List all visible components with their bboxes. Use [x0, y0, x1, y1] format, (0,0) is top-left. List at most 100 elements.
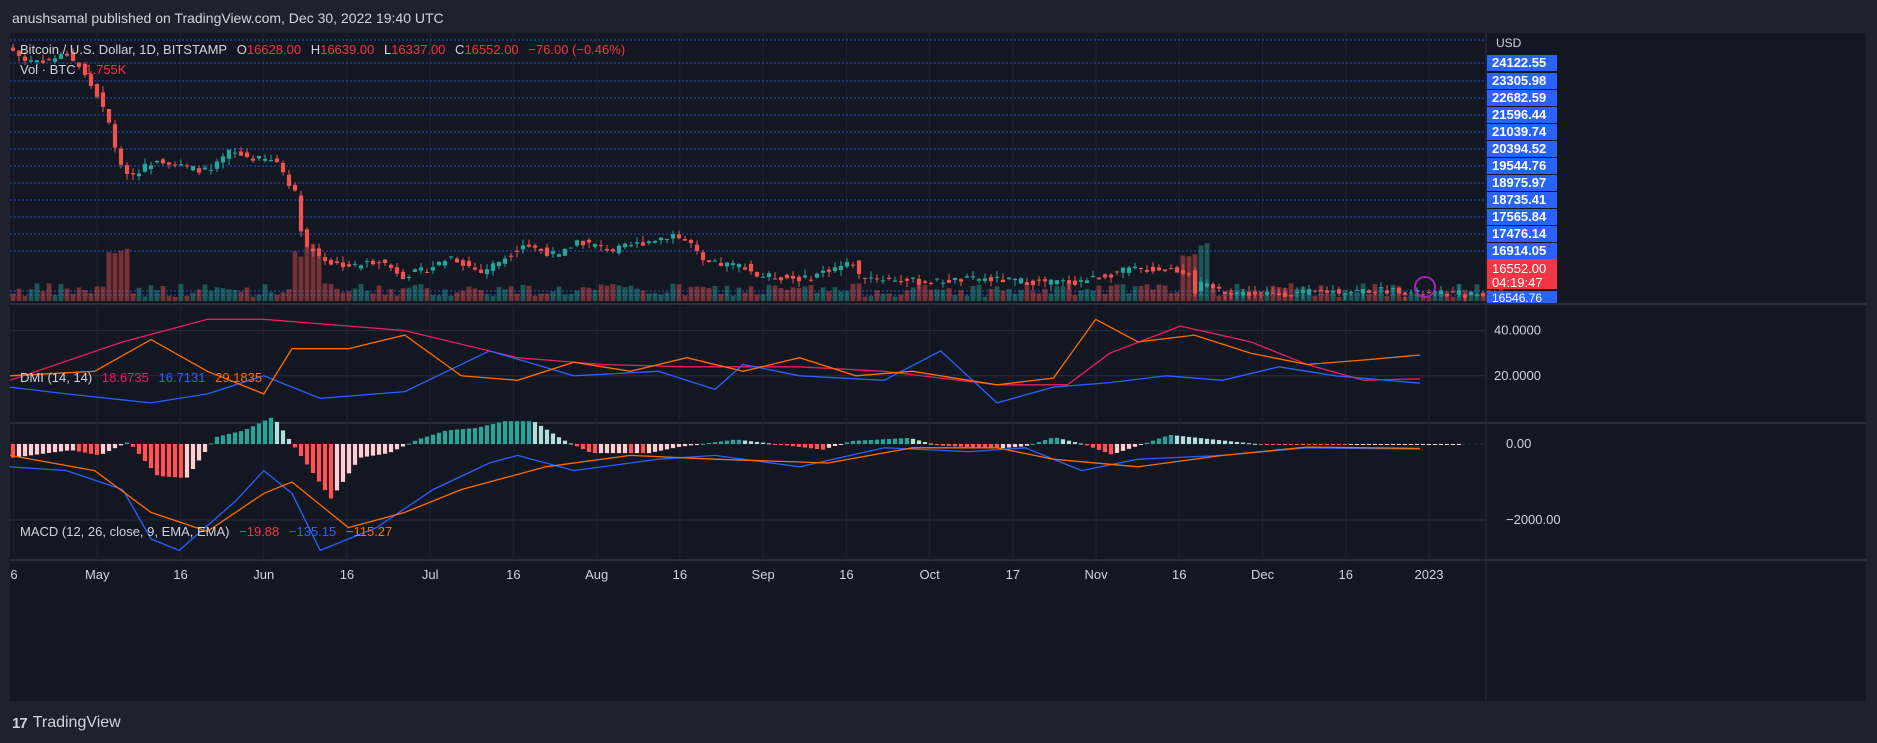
- macd-hist-bar: [1216, 440, 1222, 444]
- volume-bar: [112, 253, 118, 301]
- macd-hist-bar: [220, 435, 226, 444]
- macd-hist-bar: [814, 444, 820, 450]
- macd-hist-bar: [340, 444, 346, 482]
- candle-body: [736, 264, 742, 268]
- candle-body: [694, 244, 700, 251]
- volume-bar: [196, 289, 202, 301]
- macd-hist-bar: [484, 425, 490, 444]
- volume-bar: [958, 290, 964, 301]
- candle-body: [76, 62, 82, 67]
- macd-hist-bar: [1456, 444, 1462, 445]
- macd-hist-bar: [382, 444, 388, 454]
- candle-body: [46, 59, 52, 61]
- time-label: Oct: [919, 567, 940, 582]
- volume-bar: [1048, 293, 1054, 301]
- price-label-bg: [1487, 158, 1557, 174]
- volume-bar: [1378, 287, 1384, 301]
- volume-bar: [556, 286, 562, 301]
- macd-hist-bar: [952, 444, 958, 447]
- macd-hist-bar: [850, 440, 856, 444]
- candle-body: [58, 54, 64, 59]
- candle-body: [1240, 291, 1246, 296]
- macd-hist-bar: [1378, 444, 1384, 445]
- candle-body: [1252, 292, 1258, 295]
- candle-body: [436, 261, 442, 265]
- macd-hist-bar: [1036, 441, 1042, 444]
- macd-hist-bar: [28, 444, 34, 456]
- volume-bar: [892, 296, 898, 301]
- macd-hist-bar: [1204, 438, 1210, 444]
- low-value: 16337.00: [391, 42, 446, 57]
- volume-bar: [142, 296, 148, 301]
- footer-brand[interactable]: 17 TradingView: [12, 714, 121, 732]
- candle-body: [304, 229, 310, 247]
- time-label: Jul: [422, 567, 439, 582]
- candle-body: [1150, 266, 1156, 272]
- volume-bar: [802, 286, 808, 301]
- volume-bar: [16, 288, 22, 301]
- macd-hist-bar: [1156, 438, 1162, 444]
- volume-bar: [292, 251, 298, 301]
- volume-bar: [946, 288, 952, 301]
- volume-bar: [838, 291, 844, 301]
- macd-hist-bar: [124, 442, 130, 444]
- candle-body: [790, 275, 796, 279]
- volume-bar: [538, 293, 544, 301]
- candle-body: [1012, 279, 1018, 281]
- change-value: −76.00 (−0.46%): [528, 42, 626, 57]
- symbol-label[interactable]: Bitcoin / U.S. Dollar, 1D, BITSTAMP: [20, 42, 228, 57]
- candle-body: [166, 162, 172, 165]
- macd-hist-value: −19.88: [239, 524, 280, 539]
- candle-body: [940, 282, 946, 284]
- price-label-bg: [1487, 226, 1557, 242]
- volume-bar: [634, 288, 640, 301]
- macd-hist-bar: [610, 444, 616, 454]
- macd-legend: MACD (12, 26, close, 9, EMA, EMA) −19.88…: [20, 524, 398, 539]
- volume-bar: [76, 287, 82, 301]
- volume-bar: [496, 286, 502, 301]
- macd-hist-bar: [274, 421, 280, 444]
- low-label-bg: [1487, 291, 1557, 303]
- volume-bar: [418, 284, 424, 301]
- candle-body: [718, 262, 724, 266]
- macd-hist-bar: [1108, 444, 1114, 455]
- volume-bar: [1054, 286, 1060, 301]
- volume-bar: [520, 284, 526, 301]
- time-label: Sep: [752, 567, 775, 582]
- candle-body: [1036, 279, 1042, 281]
- macd-axis-label: 0.00: [1506, 436, 1531, 451]
- volume-bar: [1144, 284, 1150, 301]
- candle-body: [760, 276, 766, 278]
- volume-bar: [442, 289, 448, 301]
- candle-body: [490, 263, 496, 271]
- volume-bar: [22, 295, 28, 301]
- time-label: 16: [173, 567, 187, 582]
- candle-body: [1330, 290, 1336, 293]
- candle-body: [154, 160, 160, 163]
- volume-bar: [730, 295, 736, 301]
- macd-hist-bar: [178, 444, 184, 478]
- volume-bar: [562, 294, 568, 301]
- candle-body: [994, 276, 1000, 278]
- candle-body: [640, 242, 646, 246]
- macd-hist-bar: [94, 444, 100, 455]
- volume-bar: [706, 288, 712, 301]
- volume-bar: [310, 243, 316, 301]
- macd-hist-bar: [1324, 444, 1330, 445]
- macd-hist-bar: [208, 443, 214, 445]
- volume-bar: [1426, 296, 1432, 301]
- candle-body: [1324, 290, 1330, 293]
- volume-bar: [1042, 288, 1048, 301]
- chart-canvas[interactable]: 6 May 16 Jun 16 Jul 16 Aug 16 Sep 16 Oct 17 Nov 16 Dec 1…: [10, 33, 1866, 701]
- open-value: 16628.00: [246, 42, 302, 57]
- macd-hist-bar: [1282, 444, 1288, 445]
- volume-bar: [256, 294, 262, 301]
- candle-body: [928, 282, 934, 284]
- candle-body: [472, 267, 478, 270]
- volume-bar: [940, 289, 946, 301]
- candle-body: [880, 280, 886, 282]
- volume-bar: [388, 289, 394, 301]
- macd-hist-bar: [928, 443, 934, 445]
- volume-bar: [1330, 293, 1336, 301]
- candle-body: [1360, 289, 1366, 294]
